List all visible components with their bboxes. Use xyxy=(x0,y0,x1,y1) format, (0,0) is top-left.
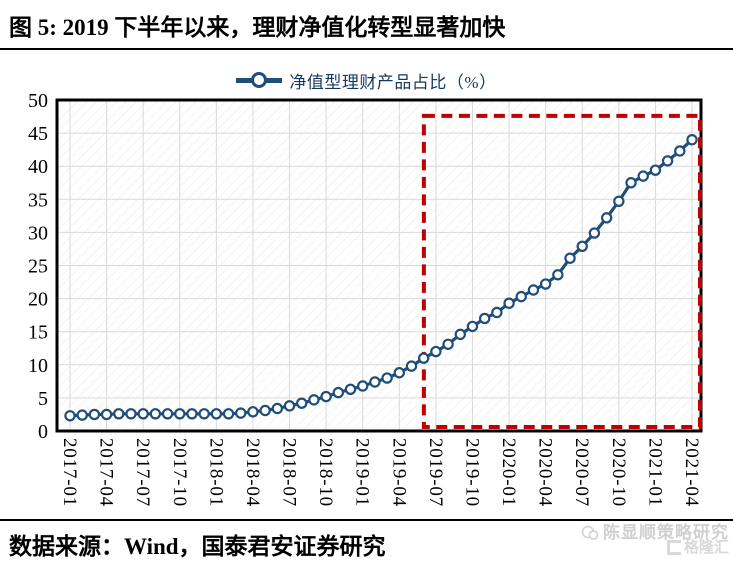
svg-text:10: 10 xyxy=(28,355,48,377)
title-divider xyxy=(0,48,733,50)
x-axis-labels: 2017-01 2017-04 2017-07 2017-10 2018-01 2018-… xyxy=(59,438,702,507)
watermark-site: 格隆汇 xyxy=(683,539,729,556)
svg-text:2018-07: 2018-07 xyxy=(279,438,300,507)
watermark-author: 陈显顺策略研究 xyxy=(603,523,729,542)
svg-text:2021-04: 2021-04 xyxy=(681,438,702,507)
svg-text:2021-01: 2021-01 xyxy=(644,438,665,507)
svg-text:0: 0 xyxy=(38,421,48,443)
series-markers xyxy=(64,134,698,422)
svg-text:2017-01: 2017-01 xyxy=(59,438,80,507)
svg-text:2017-07: 2017-07 xyxy=(132,438,153,507)
footer-divider xyxy=(0,519,733,521)
chart-legend: 净值型理财产品占比（%） xyxy=(0,70,733,92)
svg-text:30: 30 xyxy=(28,222,48,244)
y-axis-labels: 0 5 10 15 20 25 30 35 40 45 50 xyxy=(28,90,48,443)
svg-text:2017-04: 2017-04 xyxy=(96,438,117,507)
watermark-author-row: 陈显顺策略研究 xyxy=(581,523,729,543)
gelonghui-logo-icon xyxy=(666,540,681,556)
svg-text:2018-10: 2018-10 xyxy=(315,438,336,507)
svg-text:2019-07: 2019-07 xyxy=(425,438,446,507)
watermark-site-row: 格隆汇 xyxy=(581,540,729,557)
svg-text:2018-04: 2018-04 xyxy=(242,438,263,507)
legend-label: 净值型理财产品占比（%） xyxy=(289,72,497,92)
wechat-logo-icon xyxy=(581,525,599,541)
data-source: 数据来源：Wind，国泰君安证券研究 xyxy=(9,534,386,559)
svg-text:2019-01: 2019-01 xyxy=(352,438,373,507)
legend-line-marker-icon xyxy=(236,72,283,88)
svg-text:2017-10: 2017-10 xyxy=(169,438,190,507)
svg-text:35: 35 xyxy=(28,189,48,211)
svg-text:2019-04: 2019-04 xyxy=(388,438,409,507)
svg-text:2020-10: 2020-10 xyxy=(608,438,629,507)
watermark: 陈显顺策略研究 格隆汇 xyxy=(581,523,729,557)
svg-text:2020-01: 2020-01 xyxy=(498,438,519,507)
svg-text:45: 45 xyxy=(28,123,48,145)
svg-text:5: 5 xyxy=(38,388,48,410)
svg-text:2020-07: 2020-07 xyxy=(571,438,592,507)
figure-title: 图 5: 2019 下半年以来，理财净值化转型显著加快 xyxy=(9,15,506,40)
svg-text:15: 15 xyxy=(28,322,48,344)
series-line xyxy=(69,138,694,418)
svg-text:2020-04: 2020-04 xyxy=(535,438,556,507)
svg-text:40: 40 xyxy=(28,156,48,178)
legend-circle-marker-icon xyxy=(251,72,268,88)
svg-text:2018-01: 2018-01 xyxy=(205,438,226,507)
svg-text:25: 25 xyxy=(28,256,48,278)
svg-text:2019-10: 2019-10 xyxy=(461,438,482,507)
gridlines xyxy=(57,100,701,431)
svg-text:20: 20 xyxy=(28,289,48,311)
svg-text:50: 50 xyxy=(28,90,48,112)
highlight-box xyxy=(421,113,702,430)
